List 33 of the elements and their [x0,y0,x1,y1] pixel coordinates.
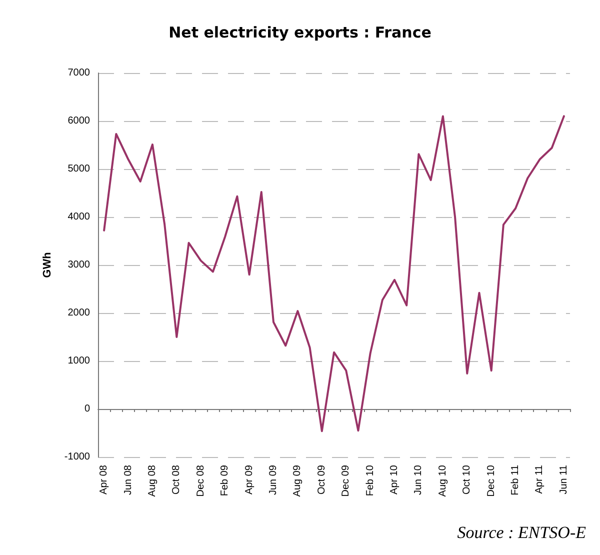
x-tick-label: Oct 10 [462,464,473,494]
x-tick-label: Oct 08 [171,464,182,494]
y-tick-label: 1000 [68,356,90,366]
x-tick-label: Aug 08 [146,464,158,497]
chart-title: Net electricity exports : France [168,24,432,42]
y-tick-label: 0 [84,404,90,414]
x-tick-label: Apr 10 [389,464,400,494]
y-tick-label: 4000 [68,212,90,222]
x-tick-label: Apr 09 [244,464,255,494]
x-tick-label: Feb 09 [220,464,231,496]
x-tick-label: Oct 09 [316,464,328,494]
y-tick-label: 3000 [68,260,90,270]
x-tick-label: Apr 08 [98,464,110,494]
y-axis-title: GWh [42,252,54,278]
source-note: Source : ENTSO-E [457,523,587,542]
x-tick-label: Apr 11 [534,464,546,494]
x-tick-label: Jun 09 [268,464,279,496]
y-tick-label: 6000 [68,116,90,126]
line-series [103,115,565,432]
x-tick-label: Dec 10 [486,464,497,497]
x-tick-label: Dec 09 [340,464,352,497]
x-tick-label: Aug 10 [437,464,448,497]
x-tick-label: Dec 08 [195,464,206,497]
y-tick-label: -1000 [64,452,90,462]
x-tick-label: Aug 09 [292,464,304,497]
x-tick-label: Jun 08 [122,464,134,496]
y-tick-label: 5000 [68,164,90,174]
x-tick-label: Feb 11 [510,464,522,496]
y-tick-label: 2000 [68,308,90,318]
x-tick-label: Feb 10 [364,464,376,496]
x-tick-label: Jun 10 [413,464,424,496]
x-tick-label: Jun 11 [558,464,570,494]
y-tick-label: 7000 [68,68,90,78]
